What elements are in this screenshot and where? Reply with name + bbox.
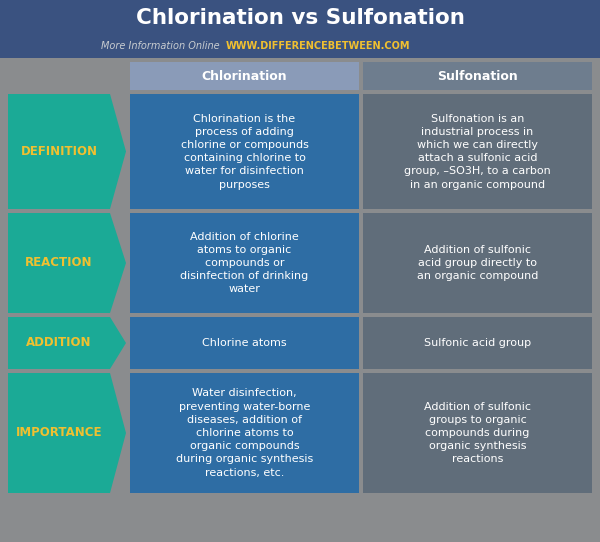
Text: More Information Online: More Information Online	[101, 41, 220, 51]
Polygon shape	[8, 373, 126, 493]
Text: Chlorination: Chlorination	[202, 69, 287, 82]
Bar	[130, 213, 359, 313]
Polygon shape	[8, 213, 126, 313]
Polygon shape	[8, 317, 126, 369]
Text: Addition of chlorine
atoms to organic
compounds or
disinfection of drinking
wate: Addition of chlorine atoms to organic co…	[181, 231, 308, 294]
Bar	[363, 317, 592, 369]
Bar	[130, 94, 359, 209]
Text: WWW.DIFFERENCEBETWEEN.COM: WWW.DIFFERENCEBETWEEN.COM	[226, 41, 410, 51]
Text: Water disinfection,
preventing water-borne
diseases, addition of
chlorine atoms : Water disinfection, preventing water-bor…	[176, 389, 313, 478]
Text: DEFINITION: DEFINITION	[20, 145, 97, 158]
Text: Chlorination vs Sulfonation: Chlorination vs Sulfonation	[136, 8, 464, 28]
Bar	[363, 373, 592, 493]
Text: Chlorination is the
process of adding
chlorine or compounds
containing chlorine : Chlorination is the process of adding ch…	[181, 113, 308, 190]
Text: ADDITION: ADDITION	[26, 337, 92, 350]
Bar	[130, 62, 359, 90]
Text: IMPORTANCE: IMPORTANCE	[16, 427, 102, 440]
Bar	[363, 62, 592, 90]
Text: Addition of sulfonic
groups to organic
compounds during
organic synthesis
reacti: Addition of sulfonic groups to organic c…	[424, 402, 531, 464]
Bar	[130, 317, 359, 369]
Bar	[130, 373, 359, 493]
Bar	[363, 213, 592, 313]
Polygon shape	[8, 94, 126, 209]
Text: Sulfonic acid group: Sulfonic acid group	[424, 338, 531, 348]
Text: Sulfonation: Sulfonation	[437, 69, 518, 82]
Text: REACTION: REACTION	[25, 256, 93, 269]
Text: Sulfonation is an
industrial process in
which we can directly
attach a sulfonic : Sulfonation is an industrial process in …	[404, 113, 551, 190]
Bar	[363, 94, 592, 209]
Text: Addition of sulfonic
acid group directly to
an organic compound: Addition of sulfonic acid group directly…	[417, 245, 538, 281]
Text: Chlorine atoms: Chlorine atoms	[202, 338, 287, 348]
Bar	[0, 0, 600, 58]
